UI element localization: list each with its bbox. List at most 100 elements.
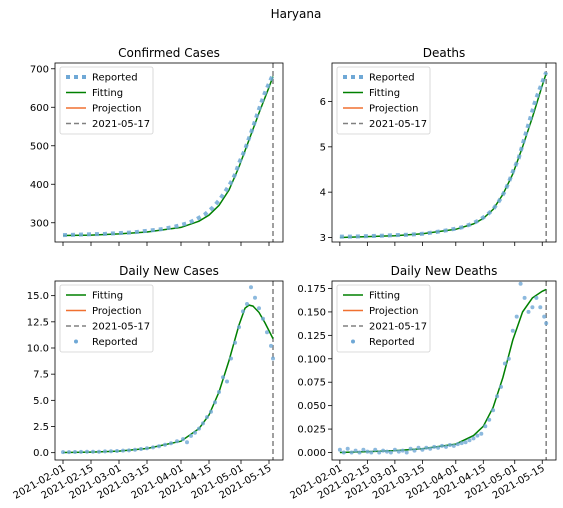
- legend-box: [59, 284, 154, 353]
- legend-box: [336, 66, 431, 135]
- chart-panel-2: Deaths 3 4 5 6 Reported Fitting Projection 2021-…: [320, 46, 557, 246]
- reported-point: [502, 361, 507, 366]
- reported-point: [361, 447, 366, 452]
- reported-point: [67, 450, 71, 455]
- chart-title: Deaths: [423, 46, 466, 60]
- y-tick-label: 15.0: [27, 291, 49, 302]
- y-tick-label: 0.150: [297, 307, 326, 318]
- reported-point: [271, 356, 275, 361]
- reported-point: [257, 306, 261, 311]
- reported-point: [79, 449, 83, 454]
- reported-point: [522, 295, 527, 300]
- legend-label: Projection: [92, 104, 141, 115]
- reported-point: [381, 448, 386, 453]
- reported-point: [530, 305, 535, 310]
- reported-point: [400, 448, 405, 453]
- reported-point: [233, 340, 237, 345]
- y-tick-label: 6: [320, 97, 326, 108]
- reported-point: [440, 443, 444, 448]
- legend-label: Projection: [369, 104, 418, 115]
- figure-suptitle: Haryana: [271, 7, 322, 21]
- legend: Fitting Projection 2021-05-17 Reported: [336, 284, 431, 353]
- reported-point: [459, 441, 464, 446]
- reported-point: [249, 285, 253, 290]
- legend-box: [336, 284, 431, 353]
- reported-point: [416, 445, 421, 450]
- reported-point: [471, 436, 476, 441]
- reported-point: [201, 421, 205, 426]
- legend-label: Fitting: [92, 88, 123, 99]
- legend: Reported Fitting Projection 2021-05-17: [59, 66, 154, 135]
- reported-point: [163, 442, 167, 447]
- reported-point: [436, 445, 441, 450]
- reported-point: [115, 449, 119, 453]
- y-tick-label: 12.5: [27, 317, 49, 328]
- chart-panel-3: Daily New Cases 0.0 2.5 5.0 7.5 10.0 12.5 15.0 2…: [12, 264, 284, 502]
- reported-point: [157, 444, 161, 449]
- legend: Reported Fitting Projection 2021-05-17: [336, 66, 431, 135]
- legend-label: Reported: [369, 73, 415, 84]
- y-tick-label: 5: [320, 142, 326, 153]
- reported-point: [467, 438, 472, 443]
- reported-point: [269, 343, 273, 348]
- reported-point: [483, 424, 488, 429]
- reported-point: [518, 281, 523, 286]
- legend-label: Reported: [92, 337, 138, 348]
- reported-point: [109, 449, 113, 454]
- y-tick-label: 0.025: [297, 425, 326, 436]
- reported-point: [385, 449, 389, 454]
- reported-point: [451, 443, 456, 448]
- reported-point: [408, 446, 413, 451]
- reported-point: [145, 446, 149, 451]
- reported-point: [337, 447, 342, 452]
- reported-point: [396, 449, 401, 454]
- y-tick-label: 700: [30, 64, 49, 75]
- reported-point: [169, 441, 173, 446]
- reported-point: [241, 309, 245, 314]
- plot-area: [337, 281, 549, 460]
- legend: Fitting Projection 2021-05-17 Reported: [59, 284, 154, 353]
- legend-label: 2021-05-17: [92, 119, 150, 130]
- y-tick-label: 5.0: [33, 396, 49, 407]
- reported-point: [349, 450, 354, 455]
- reported-point: [197, 426, 201, 431]
- reported-point: [205, 415, 209, 420]
- reported-point: [544, 321, 549, 326]
- reported-point: [463, 440, 468, 445]
- legend-label: Fitting: [369, 291, 400, 302]
- plot-area: [61, 281, 275, 460]
- reported-point: [61, 450, 65, 455]
- reported-point: [103, 449, 107, 454]
- reported-point: [447, 443, 452, 447]
- reported-point: [392, 447, 397, 452]
- reported-point: [420, 447, 425, 452]
- reported-point: [542, 314, 547, 319]
- y-tick-label: 600: [30, 103, 49, 114]
- reported-line: [339, 71, 549, 239]
- reported-point: [432, 444, 437, 449]
- reported-point: [185, 440, 189, 445]
- reported-point: [229, 356, 233, 361]
- legend-handle-reported: [74, 339, 78, 344]
- reported-point: [424, 445, 429, 450]
- legend-box: [59, 66, 154, 135]
- reported-point: [428, 446, 433, 451]
- reported-point: [373, 447, 378, 452]
- reported-point: [225, 379, 229, 384]
- chart-panels: Confirmed Cases300400500600700ReportedFi…: [12, 46, 557, 502]
- reported-point: [97, 449, 101, 454]
- reported-point: [261, 316, 265, 321]
- chart-panel-4: Daily New Deaths 0.000 0.025 0.050 0.075 0.10…: [289, 264, 557, 502]
- reported-point: [388, 450, 393, 455]
- reported-point: [526, 309, 531, 314]
- reported-point: [237, 325, 241, 330]
- reported-point: [121, 448, 125, 453]
- reported-point: [510, 328, 515, 333]
- y-tick-label: 0.075: [297, 378, 326, 389]
- y-tick-label: 4: [320, 188, 326, 199]
- reported-point: [91, 449, 95, 454]
- plot-area: [339, 63, 549, 242]
- y-tick-label: 0.175: [297, 284, 326, 295]
- reported-point: [514, 314, 519, 319]
- reported-point: [265, 330, 269, 335]
